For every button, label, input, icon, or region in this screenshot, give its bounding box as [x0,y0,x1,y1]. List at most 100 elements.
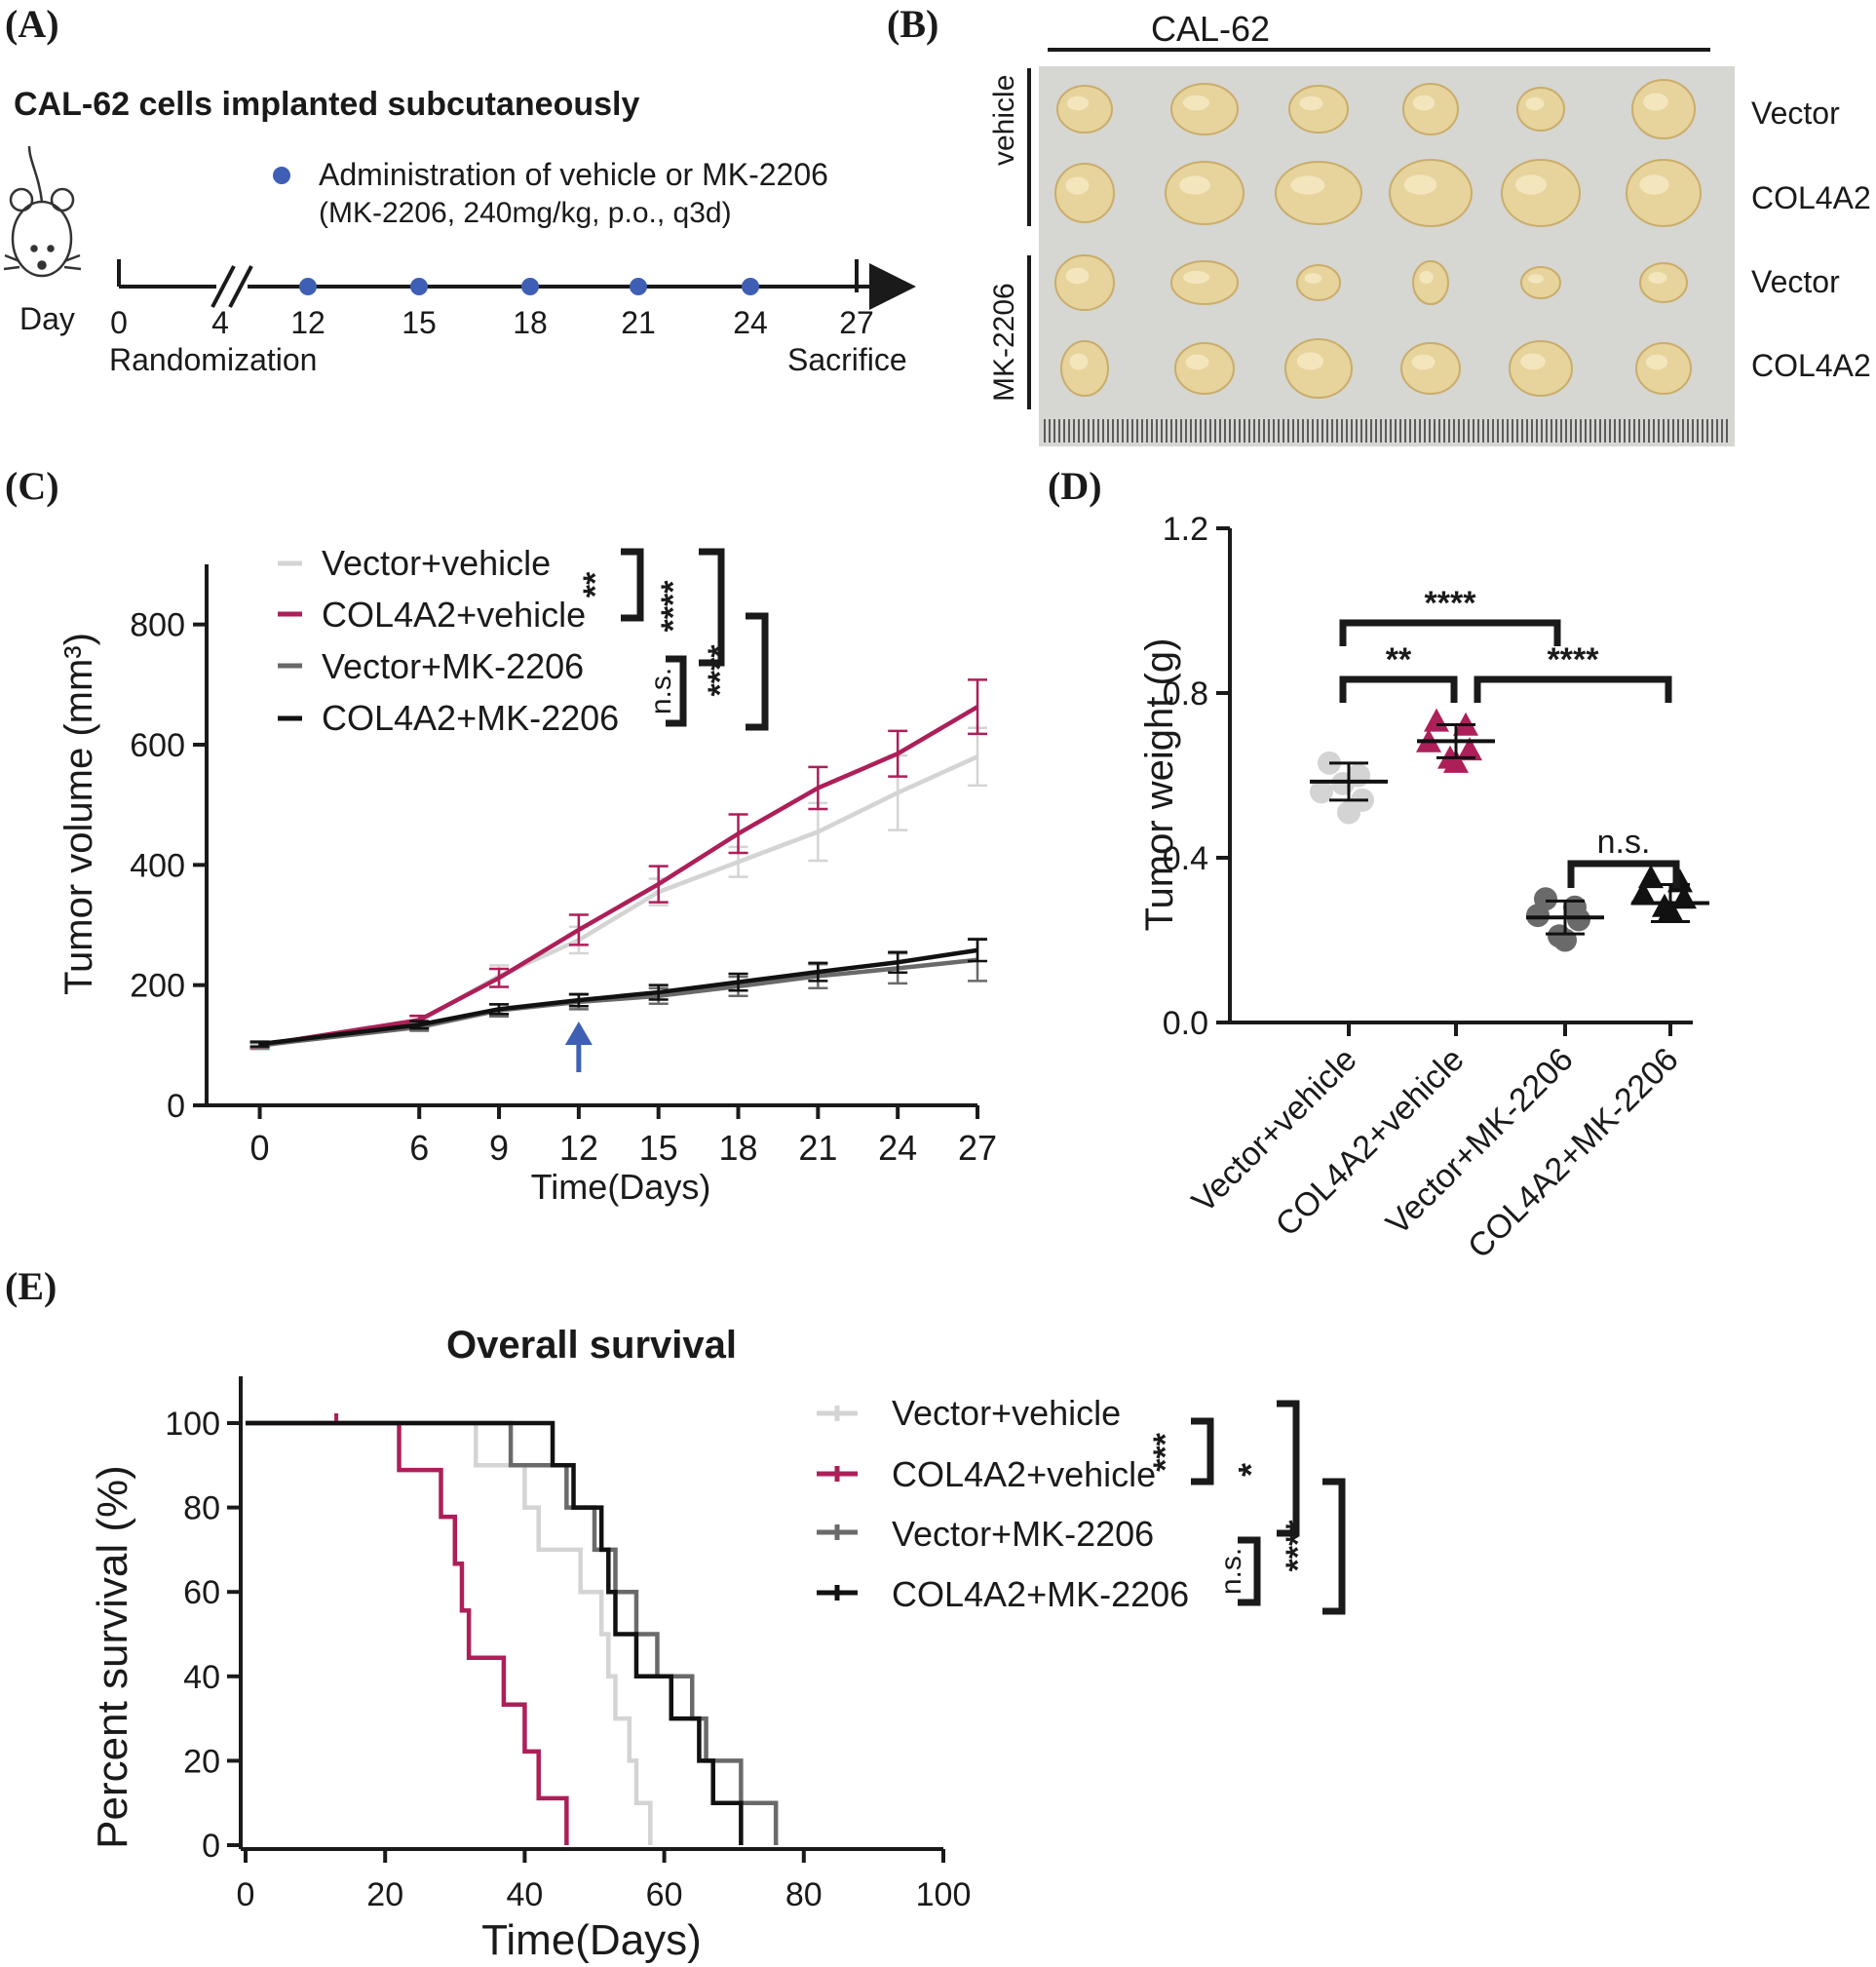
c-error-bar [728,972,748,992]
e-legend-swatch-3 [817,1524,858,1540]
e-bracket-4 [1322,1478,1346,1615]
panel-e: (E) Overall survival 0 20 40 60 80 100 0 20 40 60… [5,1264,1346,1964]
e-series-line-1 [246,1420,569,1845]
tumor-highlight [1065,176,1090,195]
timeline-tick-label-4: 18 [513,305,548,340]
c-x-tick-label: 18 [718,1128,757,1168]
c-error-bar [648,865,669,904]
tumor-specimen [1284,338,1353,399]
c-error-bar [728,813,748,855]
c-error-bar [489,1003,510,1016]
c-legend-label-3: Vector+MK-2206 [322,646,584,686]
e-x-tick-label: 20 [366,1876,403,1913]
tumor-specimen [1288,85,1349,134]
c-legend-label-1: Vector+vehicle [322,543,551,583]
timeline-ticks: 0 4 12 15 18 21 24 27 [110,278,874,340]
c-error-bar [568,913,589,946]
d-y-tick-label: 0.8 [1163,675,1208,713]
c-error-bar [409,1020,430,1030]
c-error-bar [968,678,987,736]
tumor-highlight [1525,96,1545,111]
c-xlabel: Time(Days) [531,1167,711,1207]
d-point [1630,881,1656,906]
tumor-specimen [1170,83,1239,135]
e-y-tick-label: 0 [202,1828,220,1865]
e-title: Overall survival [446,1324,737,1367]
mouse-icon [3,145,82,278]
d-x-tick-label: Vector+MK-2206 [1379,1041,1581,1243]
legend-dot [273,167,290,184]
tumor-specimen [1516,87,1565,132]
c-legend-label-2: COL4A2+vehicle [322,595,586,635]
e-legend-label-4: COL4A2+MK-2206 [892,1574,1189,1614]
tumor-specimen [1389,159,1473,227]
sacrifice-label: Sacrifice [787,342,907,377]
timeline-tick-label-7: 27 [839,305,874,340]
group-label-vehicle: vehicle [988,75,1020,166]
d-sig-1: **** [1425,585,1477,622]
tumor-specimen [1501,159,1581,227]
c-error-bar [808,801,828,863]
d-point [1638,865,1664,889]
survival-chart: 0 20 40 60 80 100 0 20 40 60 80 100 [165,1376,971,1913]
c-x-tick-label: 24 [878,1128,917,1168]
c-error-bar [808,961,828,983]
tumor-highlight [1065,267,1090,285]
c-sig-3: n.s. [645,668,677,714]
d-point [1443,749,1469,773]
e-legend-label-3: Vector+MK-2206 [892,1514,1154,1554]
d-sd-bar [1651,882,1690,923]
tumor-specimen [1174,342,1235,395]
timeline-tick-label-0: 0 [110,305,128,340]
e-legend-label-1: Vector+vehicle [892,1393,1121,1433]
dose-dot-1 [410,278,428,295]
timeline-tick-label-2: 12 [290,305,325,340]
e-sig-1: *** [1147,1432,1184,1471]
d-bracket-3 [1474,675,1672,703]
e-legend: Vector+vehicle COL4A2+vehicle Vector+MK-… [817,1393,1189,1614]
tumor-specimen [1509,340,1573,397]
c-error-bar [968,726,987,788]
dose-dot-0 [299,278,317,295]
e-legend-swatch-4 [817,1585,858,1601]
d-sig-2: ** [1386,641,1412,678]
tumor-highlight [1645,354,1668,370]
tumor-specimens [1054,79,1702,399]
e-xlabel: Time(Days) [481,1916,702,1964]
d-bracket-4 [1567,860,1680,888]
tumor-highlight [1304,273,1322,284]
e-legend-label-2: COL4A2+vehicle [892,1454,1156,1494]
dose-dot-2 [521,278,539,295]
d-y-tick-label: 0.0 [1163,1005,1208,1042]
panel-label-b: (B) [887,2,938,46]
row-label-4: COL4A2 [1751,348,1871,383]
c-error-bar [568,992,589,1008]
c-y-tick-label: 400 [130,847,185,884]
tumor-highlight [1411,354,1436,370]
e-y-tick-label: 60 [183,1574,220,1611]
timeline-tick-label-1: 4 [211,305,229,340]
tumor-highlight [1515,174,1547,195]
d-ylabel: Tumor weight (g) [1138,638,1181,932]
tumor-specimen [1054,254,1115,311]
c-error-bar [808,765,828,811]
cell-line-label: CAL-62 [1151,9,1270,49]
ruler [1044,419,1728,443]
e-x-tick-label: 100 [916,1876,972,1913]
tumor-highlight [1648,272,1667,284]
e-y-tick-label: 80 [183,1490,220,1527]
c-error-bar [489,967,510,988]
panel-a: (A) CAL-62 cells implanted subcutaneousl… [3,2,916,377]
c-x-tick-label: 9 [489,1128,509,1168]
d-point [1567,907,1590,932]
d-sig-4: n.s. [1597,824,1651,861]
panel-c: (C) 0 200 400 600 800 0 6 9 12 15 18 21 24 27 Tumor v… [5,464,997,1207]
e-x-tick-label: 0 [237,1876,255,1913]
tumor-highlight [1528,274,1544,284]
e-ylabel: Percent survival (%) [89,1465,136,1849]
c-legend: Vector+vehicle COL4A2+vehicle Vector+MK-… [278,543,619,738]
tumor-highlight [1182,270,1210,285]
tumor-highlight [1643,93,1668,111]
c-error-bar [648,984,669,1001]
tumor-specimen [1635,342,1692,395]
